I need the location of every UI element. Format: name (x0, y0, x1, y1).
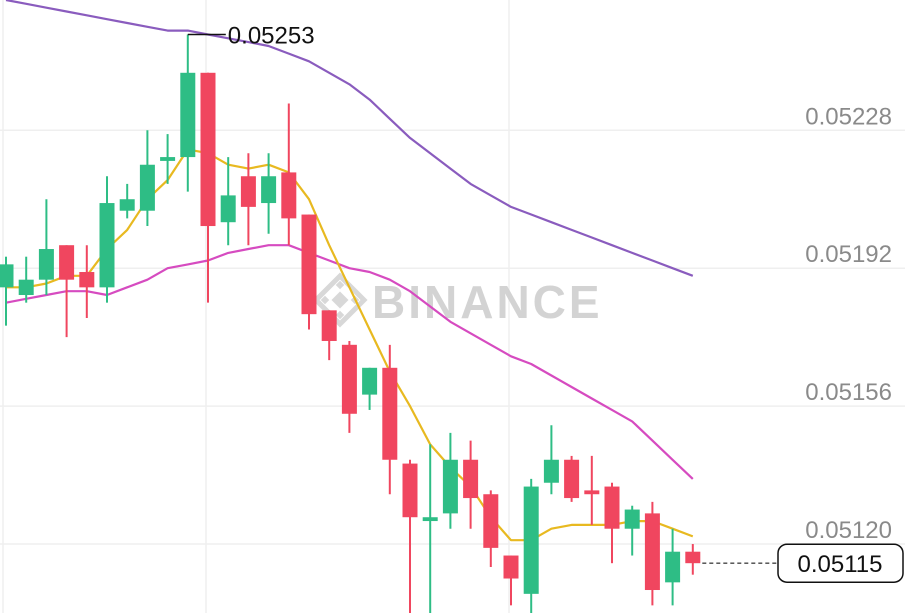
candle-body (402, 463, 418, 518)
high-price-label: 0.05253 (228, 22, 315, 49)
candle-down (584, 455, 600, 525)
candle-body (564, 459, 580, 499)
candle-down (402, 459, 418, 613)
candle-up (543, 425, 559, 495)
candle-up (139, 130, 155, 227)
y-tick-label: 0.05228 (805, 103, 892, 130)
candles (0, 34, 701, 613)
candle-body (160, 157, 176, 161)
candle-up (220, 157, 236, 246)
candle-down (382, 344, 398, 495)
candle-body (240, 176, 256, 207)
candle-body (119, 199, 135, 211)
candle-body (59, 245, 75, 280)
candle-body (584, 490, 600, 495)
candle-up (0, 256, 14, 326)
candle-body (79, 272, 95, 288)
ma-mid-line (5, 244, 694, 480)
candle-body (624, 509, 640, 529)
candle-body (362, 367, 378, 395)
candle-up (18, 256, 34, 303)
candle-body (685, 551, 701, 564)
candle-body (220, 195, 236, 223)
last-price-box (777, 543, 904, 583)
candle-down (240, 153, 256, 246)
candle-body (301, 214, 317, 315)
binance-watermark: BINANCE (312, 272, 603, 328)
candle-body (503, 555, 519, 579)
candle-up (442, 432, 458, 529)
candle-down (79, 245, 95, 318)
y-tick-label: 0.05156 (805, 379, 892, 406)
y-tick-label: 0.05192 (805, 241, 892, 268)
candle-down (564, 455, 580, 502)
candle-up (624, 505, 640, 556)
candle-body (321, 310, 337, 341)
candle-body (18, 279, 34, 296)
watermark-text: BINANCE (372, 276, 603, 328)
candle-body (200, 72, 216, 227)
last-price-label: 0.05115 (798, 551, 883, 578)
candle-up (180, 34, 196, 192)
candle-up (38, 199, 54, 296)
candle-down (604, 482, 620, 564)
candle-body (0, 264, 14, 288)
candle-body (523, 486, 539, 594)
ma-long-line (5, 0, 694, 277)
candle-up (523, 478, 539, 613)
candle-down (685, 544, 701, 575)
candle-body (483, 494, 499, 548)
candle-body (543, 459, 559, 483)
candle-body (281, 172, 297, 219)
candle-body (665, 551, 681, 583)
candle-body (382, 367, 398, 460)
candle-down (200, 72, 216, 303)
candle-down (321, 310, 337, 361)
candle-body (644, 513, 660, 591)
candle-body (180, 72, 196, 158)
candle-body (139, 164, 155, 211)
candle-up (119, 183, 135, 219)
candle-down (281, 103, 297, 246)
candle-up (160, 134, 176, 184)
candle-body (463, 459, 479, 499)
y-axis-ticks: 0.05228 0.05192 0.05156 0.05120 (805, 103, 892, 544)
candle-body (442, 459, 458, 514)
candle-body (99, 203, 115, 288)
annotations: 0.05253 0.05115 (187, 22, 904, 583)
candle-down (483, 490, 499, 568)
candle-body (38, 249, 54, 280)
candle-down (463, 440, 479, 529)
candle-body (341, 344, 357, 414)
candle-body (261, 176, 277, 204)
candle-down (503, 555, 519, 606)
ma-short-line (6, 148, 694, 542)
candle-down (301, 214, 317, 330)
candle-body (604, 486, 620, 529)
candle-up (261, 153, 277, 234)
candle-up (422, 444, 438, 613)
candle-up (99, 176, 115, 303)
moving-average-lines (5, 0, 694, 542)
candle-up (665, 528, 681, 606)
candle-down (644, 501, 660, 606)
candle-down (59, 245, 75, 338)
y-tick-label: 0.05120 (805, 517, 892, 544)
candle-body (422, 517, 438, 522)
candle-down (341, 340, 357, 433)
candle-up (362, 367, 378, 410)
